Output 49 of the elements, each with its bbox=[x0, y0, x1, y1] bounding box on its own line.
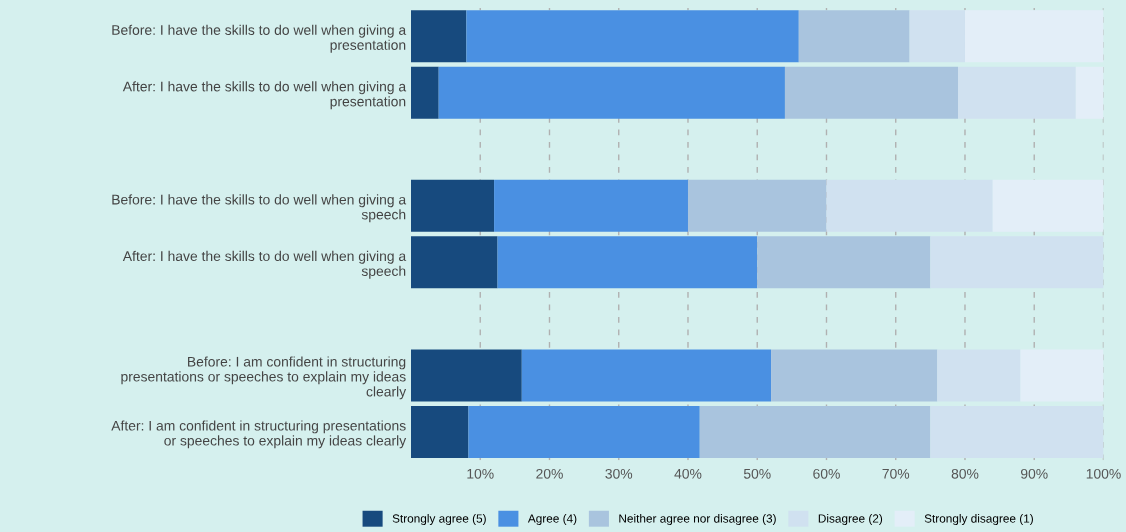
bar bbox=[909, 10, 965, 63]
bar bbox=[699, 405, 931, 458]
bar bbox=[771, 349, 938, 402]
x-tick-label: 100% bbox=[1086, 468, 1121, 479]
x-tick-label: 10% bbox=[467, 468, 494, 479]
bar bbox=[826, 179, 993, 232]
legend-label: Disagree (2) bbox=[818, 514, 883, 526]
bar bbox=[930, 405, 1104, 458]
legend-label: Agree (4) bbox=[527, 514, 577, 526]
x-tick-label: 70% bbox=[882, 468, 910, 479]
y-tick-label: Before: I have the skills to do well when giving a presentation bbox=[112, 24, 407, 53]
bar bbox=[494, 179, 688, 232]
bar bbox=[438, 66, 785, 119]
bar bbox=[798, 10, 910, 63]
x-tick-label: 30% bbox=[605, 468, 633, 479]
bar bbox=[410, 349, 522, 402]
y-tick-label: After: I am confident in structuring presentations or speeches to explain my ideas clearly bbox=[111, 420, 407, 449]
bar bbox=[410, 179, 495, 232]
legend-label: Strongly disagree (1) bbox=[924, 514, 1033, 526]
legend-label: Strongly agree (5) bbox=[392, 514, 486, 526]
y-tick-label: Before: I am confident in structuring presentations or speeches to explain my ideas clearly bbox=[121, 356, 407, 400]
x-tick-label: 80% bbox=[951, 468, 979, 479]
x-tick-label: 40% bbox=[674, 468, 702, 479]
x-tick-label: 90% bbox=[1020, 468, 1048, 479]
bar bbox=[1075, 66, 1104, 119]
legend-label: Neither agree nor disagree (3) bbox=[619, 514, 776, 526]
y-tick-label: After: I have the skills to do well when giving a speech bbox=[122, 250, 407, 279]
bar bbox=[466, 10, 799, 63]
bar bbox=[937, 349, 1021, 402]
bar bbox=[468, 405, 700, 458]
bar bbox=[784, 66, 959, 119]
bar bbox=[410, 10, 467, 63]
bar bbox=[964, 10, 1104, 63]
bar bbox=[687, 179, 827, 232]
x-tick-label: 50% bbox=[743, 468, 771, 479]
y-tick-label: Before: I have the skills to do well when giving a speech bbox=[112, 194, 407, 223]
bar bbox=[930, 236, 1104, 289]
bar bbox=[992, 179, 1104, 232]
x-tick-label: 20% bbox=[536, 468, 563, 479]
bar bbox=[497, 236, 758, 289]
bar bbox=[410, 405, 469, 458]
y-tick-label: After: I have the skills to do well when giving a presentation bbox=[122, 81, 407, 110]
bar bbox=[757, 236, 931, 289]
bar bbox=[958, 66, 1076, 119]
bar bbox=[521, 349, 772, 402]
x-tick-label: 60% bbox=[813, 468, 840, 479]
bar bbox=[1020, 349, 1104, 402]
bar bbox=[410, 236, 498, 289]
bar bbox=[410, 66, 439, 119]
